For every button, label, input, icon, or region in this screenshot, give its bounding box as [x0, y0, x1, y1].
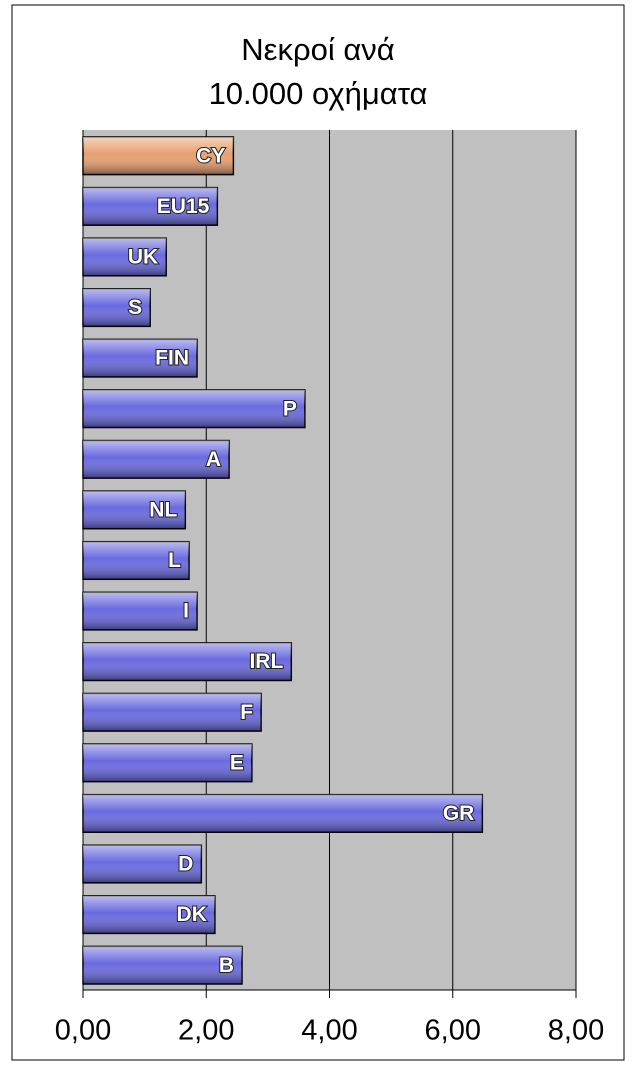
bar-label: NL — [149, 498, 177, 521]
bar-label: GR — [443, 802, 475, 825]
bar-shade — [83, 541, 189, 580]
bar-shade — [83, 440, 230, 479]
x-tick-label: 4,00 — [301, 1015, 357, 1047]
bar-shade — [83, 744, 252, 782]
chart-title: Νεκροί ανά — [241, 32, 395, 67]
bar-shade — [83, 238, 167, 276]
bar-shade — [83, 491, 186, 529]
bar-shade — [83, 137, 234, 175]
bar-shade — [83, 339, 198, 377]
bar-shade — [83, 845, 202, 883]
x-tick-label: 6,00 — [425, 1015, 481, 1047]
chart-title: 10.000 οχήματα — [209, 76, 428, 111]
bar-label: D — [178, 853, 193, 876]
bar-shade — [83, 794, 483, 833]
bar-label: CY — [196, 144, 225, 167]
bar-label: S — [128, 296, 142, 319]
bar-label: DK — [177, 903, 207, 926]
bar-label: I — [183, 600, 189, 623]
bar-shade — [83, 288, 151, 327]
bar-shade — [83, 895, 215, 934]
bar-shade — [83, 946, 242, 984]
bar-label: FIN — [155, 347, 189, 370]
x-tick-label: 8,00 — [548, 1015, 604, 1047]
bar-label: A — [206, 448, 221, 471]
bar-label: B — [219, 954, 234, 977]
bar-label: EU15 — [157, 195, 210, 218]
x-tick-label: 2,00 — [178, 1015, 234, 1047]
bar-shade — [83, 187, 218, 226]
bar-label: E — [230, 751, 244, 774]
bar-label: L — [168, 549, 181, 572]
x-tick-label: 0,00 — [55, 1015, 111, 1047]
bar-label: UK — [128, 246, 158, 269]
bar-shade — [83, 693, 262, 732]
bar-shade — [83, 592, 198, 630]
bar-label: IRL — [249, 650, 283, 673]
bar-label: F — [240, 701, 253, 724]
bar-label: P — [283, 397, 297, 420]
bar-shade — [83, 389, 305, 428]
bar-shade — [83, 642, 292, 681]
